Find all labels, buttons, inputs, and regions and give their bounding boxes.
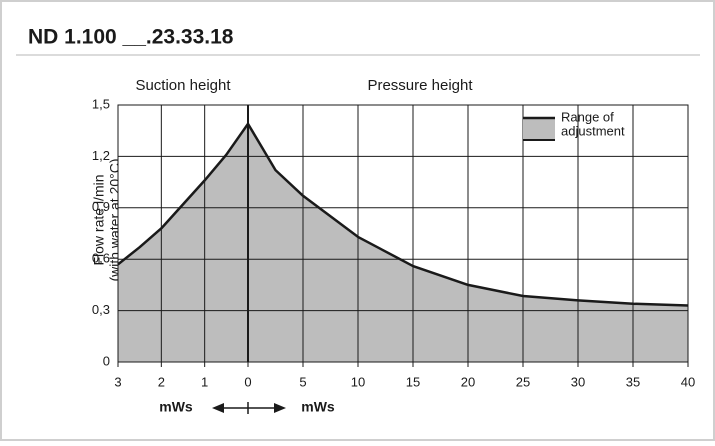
y-tick-label: 0: [103, 353, 110, 368]
arrow-head: [212, 403, 224, 413]
x-tick-label: 35: [626, 374, 640, 389]
legend-swatch: [523, 118, 555, 140]
x-unit-label: mWs: [159, 399, 193, 415]
x-tick-label: 20: [461, 374, 475, 389]
x-tick-label: 30: [571, 374, 585, 389]
y-axis-label: Flow rate l/min: [91, 174, 107, 265]
segment-label: Pressure height: [367, 77, 473, 94]
legend-label: Range of: [561, 109, 614, 124]
x-tick-label: 0: [244, 374, 251, 389]
y-tick-label: 0,3: [92, 302, 110, 317]
x-tick-label: 25: [516, 374, 530, 389]
y-tick-label: 0,9: [92, 199, 110, 214]
x-tick-label: 3: [114, 374, 121, 389]
x-tick-label: 5: [299, 374, 306, 389]
legend-label: adjustment: [561, 123, 625, 138]
arrow-head: [274, 403, 286, 413]
y-tick-label: 0,6: [92, 251, 110, 266]
y-tick-label: 1,5: [92, 96, 110, 111]
segment-label: Suction height: [135, 77, 231, 94]
x-tick-label: 15: [406, 374, 420, 389]
x-tick-label: 40: [681, 374, 695, 389]
line: [246, 123, 689, 307]
x-tick-label: 2: [158, 374, 165, 389]
x-unit-label: mWs: [301, 399, 335, 415]
x-tick-label: 10: [351, 374, 365, 389]
plot-border: [117, 104, 689, 363]
chart-title: ND 1.100 __.23.33.18: [28, 26, 234, 49]
x-tick-label: 1: [201, 374, 208, 389]
area: [118, 123, 248, 362]
y-tick-label: 1,2: [92, 148, 110, 163]
line: [117, 123, 250, 266]
